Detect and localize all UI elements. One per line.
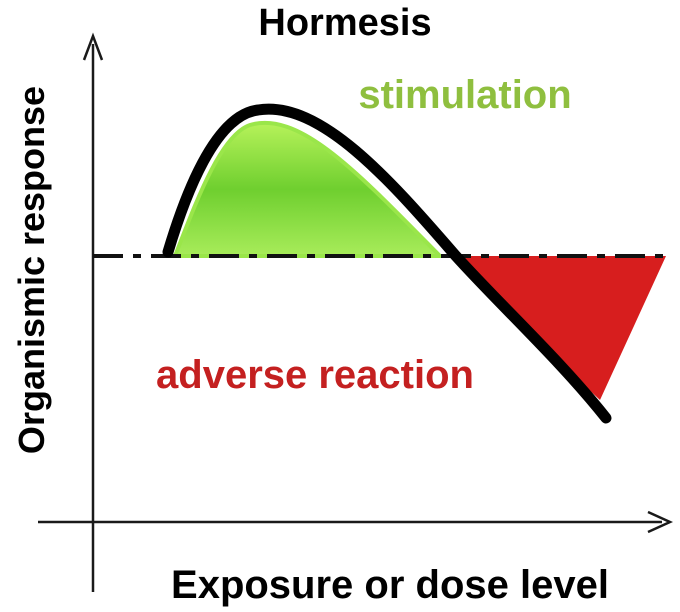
adverse-region [455, 256, 666, 400]
x-axis-arrowhead [647, 510, 674, 534]
hormetic-response-curve [162, 103, 612, 424]
adverse-reaction-label: adverse reaction [156, 353, 474, 397]
y-axis-label: Organismic response [11, 86, 52, 454]
x-axis-label: Exposure or dose level [171, 563, 609, 607]
diagram-title: Hormesis [258, 2, 431, 44]
y-axis-arrowhead [82, 32, 104, 61]
stimulation-label: stimulation [358, 73, 571, 117]
stimulation-region [172, 121, 445, 258]
